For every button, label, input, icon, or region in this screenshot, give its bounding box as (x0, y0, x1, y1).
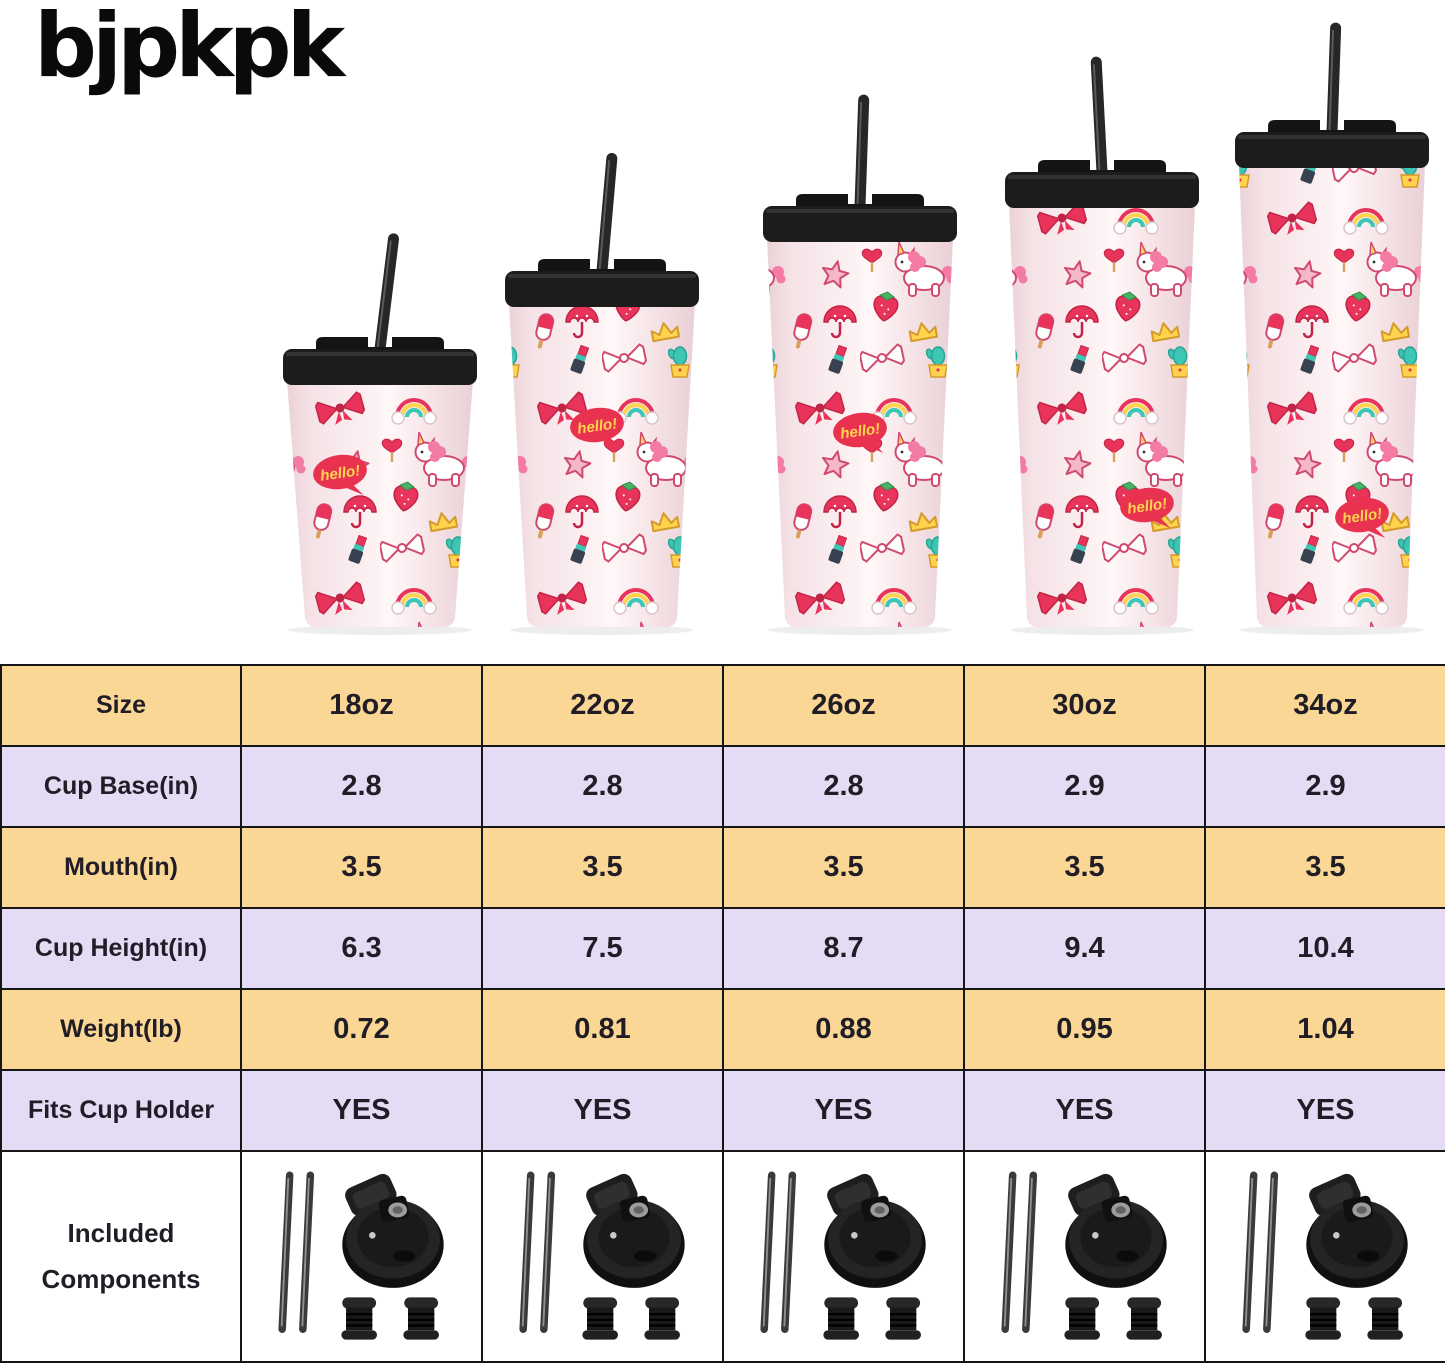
mouth-value: 3.5 (963, 826, 1206, 909)
cup-body-pattern (1239, 164, 1425, 627)
cup-height-value: 7.5 (481, 907, 724, 990)
tumbler-30oz: hello! (1005, 56, 1199, 635)
table-row-size: Size 18oz 22oz 26oz 30oz 34oz (0, 664, 1445, 747)
components-kit-image (1218, 1162, 1434, 1350)
weight-value: 0.95 (963, 988, 1206, 1071)
mouth-value: 3.5 (481, 826, 724, 909)
size-value: 34oz (1204, 664, 1445, 747)
components-kit-image (254, 1162, 470, 1350)
weight-value: 0.88 (722, 988, 965, 1071)
components-kit-image (977, 1162, 1193, 1350)
mouth-value: 3.5 (722, 826, 965, 909)
size-value: 30oz (963, 664, 1206, 747)
tumbler-shadow (510, 625, 694, 635)
straw (596, 152, 618, 279)
components-kit-cell (722, 1150, 965, 1363)
row-label-included-components: Included Components (0, 1150, 242, 1363)
components-kit-cell (240, 1150, 483, 1363)
hello-text: hello! (576, 415, 618, 437)
table-row-cup-height: Cup Height(in) 6.3 7.5 8.7 9.4 10.4 (0, 907, 1445, 990)
straw (1090, 56, 1108, 180)
row-label-mouth: Mouth(in) (0, 826, 242, 909)
hello-speech-bubble: hello! (833, 412, 887, 453)
table-row-included-components: Included Components (0, 1150, 1445, 1363)
hello-text: hello! (1341, 505, 1383, 527)
tumbler-shadow (1240, 625, 1424, 635)
table-row-fits-cup-holder: Fits Cup Holder YES YES YES YES YES (0, 1069, 1445, 1152)
hello-text: hello! (839, 420, 881, 442)
cup-body-pattern (287, 381, 473, 627)
row-label-cup-height: Cup Height(in) (0, 907, 242, 990)
tumbler-shadow (288, 625, 472, 635)
mouth-value: 3.5 (240, 826, 483, 909)
tumbler-shadow (1010, 625, 1194, 635)
straw (854, 94, 870, 214)
brand-logo: bjpkpk (34, 0, 345, 97)
hello-speech-bubble: hello! (1335, 497, 1389, 538)
weight-value: 1.04 (1204, 988, 1445, 1071)
tumbler-shadow (768, 625, 952, 635)
components-kit-image (736, 1162, 952, 1350)
components-kit-image (495, 1162, 711, 1350)
table-row-weight: Weight(lb) 0.72 0.81 0.88 0.95 1.04 (0, 988, 1445, 1071)
tumbler-34oz: hello! (1235, 22, 1429, 635)
hello-speech-bubble: hello! (1120, 487, 1174, 528)
cup-base-value: 2.9 (1204, 745, 1445, 828)
cup-body-pattern (509, 303, 695, 627)
hello-speech-bubble: hello! (313, 454, 367, 495)
components-kit-cell (481, 1150, 724, 1363)
fits-cup-holder-value: YES (1204, 1069, 1445, 1152)
row-label-size: Size (0, 664, 242, 747)
size-value: 26oz (722, 664, 965, 747)
fits-cup-holder-value: YES (722, 1069, 965, 1152)
cup-base-value: 2.9 (963, 745, 1206, 828)
cup-base-value: 2.8 (240, 745, 483, 828)
lid (763, 194, 957, 242)
cup-base-value: 2.8 (722, 745, 965, 828)
lid (1235, 120, 1429, 168)
cup-height-value: 8.7 (722, 907, 965, 990)
straw (1326, 22, 1342, 140)
components-kit-cell (963, 1150, 1206, 1363)
cup-height-value: 9.4 (963, 907, 1206, 990)
fits-cup-holder-value: YES (240, 1069, 483, 1152)
lid (1005, 160, 1199, 208)
hello-text: hello! (319, 462, 361, 484)
size-value: 18oz (240, 664, 483, 747)
cup-body-pattern (1009, 204, 1195, 627)
tumbler-lineup-image: hello! hello! (283, 22, 1429, 635)
hello-speech-bubble: hello! (570, 407, 624, 448)
lid (505, 259, 699, 307)
table-row-mouth: Mouth(in) 3.5 3.5 3.5 3.5 3.5 (0, 826, 1445, 909)
weight-value: 0.81 (481, 988, 724, 1071)
cup-height-value: 10.4 (1204, 907, 1445, 990)
size-value: 22oz (481, 664, 724, 747)
row-label-weight: Weight(lb) (0, 988, 242, 1071)
tumbler-22oz: hello! (505, 152, 699, 635)
tumbler-18oz: hello! (283, 233, 477, 635)
weight-value: 0.72 (240, 988, 483, 1071)
straw (374, 233, 400, 357)
cup-base-value: 2.8 (481, 745, 724, 828)
cup-height-value: 6.3 (240, 907, 483, 990)
fits-cup-holder-value: YES (963, 1069, 1206, 1152)
tumbler-26oz: hello! (763, 94, 957, 635)
row-label-fits-cup-holder: Fits Cup Holder (0, 1069, 242, 1152)
table-row-cup-base: Cup Base(in) 2.8 2.8 2.8 2.9 2.9 (0, 745, 1445, 828)
spec-table: Size 18oz 22oz 26oz 30oz 34oz Cup Base(i… (0, 664, 1445, 1363)
components-kit-cell (1204, 1150, 1445, 1363)
fits-cup-holder-value: YES (481, 1069, 724, 1152)
hello-text: hello! (1126, 495, 1168, 517)
mouth-value: 3.5 (1204, 826, 1445, 909)
row-label-cup-base: Cup Base(in) (0, 745, 242, 828)
lid (283, 337, 477, 385)
